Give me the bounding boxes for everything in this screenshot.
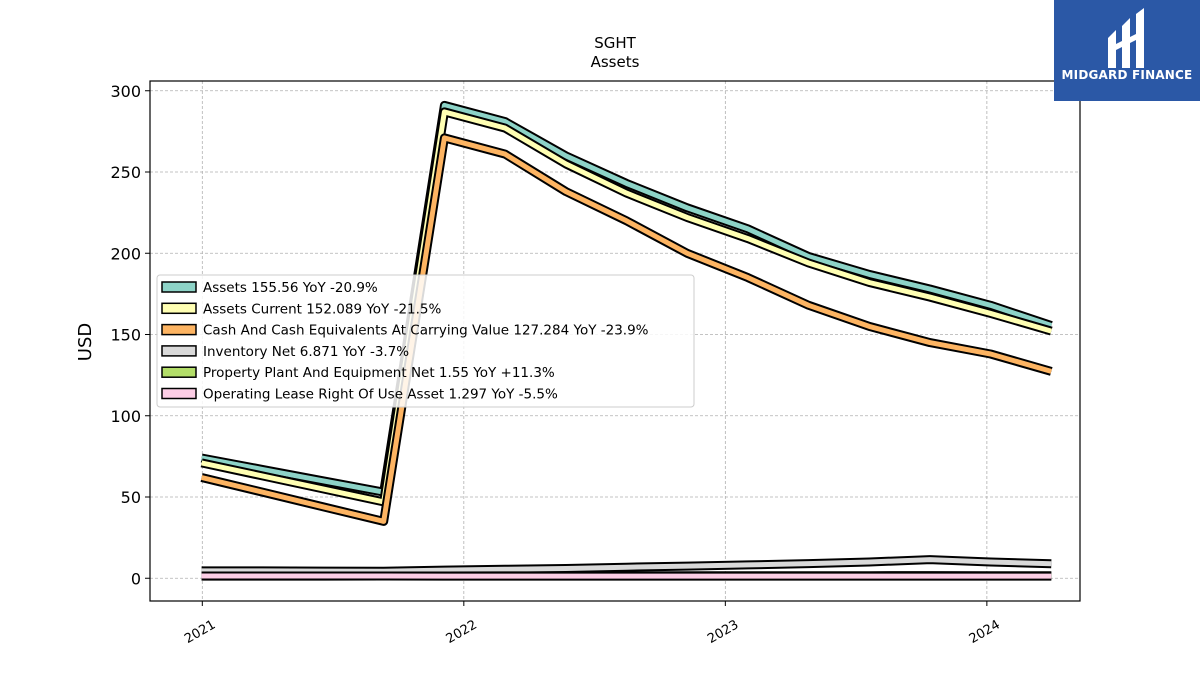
y-tick-label: 100	[110, 407, 141, 426]
series-line	[201, 557, 1052, 574]
legend-label: Assets 155.56 YoY -20.9%	[203, 280, 378, 296]
chart-title: SGHT	[594, 34, 636, 52]
y-tick-label: 50	[121, 488, 141, 507]
plot-frame	[149, 80, 1081, 602]
x-tick-label: 2023	[705, 617, 741, 647]
legend-swatch	[161, 387, 197, 400]
legend-swatch	[161, 323, 197, 336]
y-tick-label: 0	[131, 569, 141, 588]
logo-text: MIDGARD FINANCE	[1061, 68, 1193, 82]
legend-label: Assets Current 152.089 YoY -21.5%	[203, 301, 442, 317]
chart-subtitle: Assets	[591, 53, 640, 71]
legend-label: Operating Lease Right Of Use Asset 1.297…	[203, 387, 558, 403]
x-tick-label: 2021	[182, 617, 218, 647]
series-line	[201, 109, 1052, 505]
brand-logo: MIDGARD FINANCE	[1054, 0, 1200, 101]
legend-label: Inventory Net 6.871 YoY -3.7%	[203, 344, 409, 360]
y-tick-label: 300	[110, 82, 141, 101]
x-tick-label: 2024	[967, 617, 1003, 647]
y-axis-label: USD	[75, 323, 96, 361]
series-line	[201, 135, 1052, 524]
legend-swatch	[161, 281, 197, 293]
legend-swatch	[161, 302, 197, 315]
x-tick-label: 2022	[444, 617, 480, 647]
legend-label: Property Plant And Equipment Net 1.55 Yo…	[203, 365, 555, 381]
y-tick-label: 200	[110, 244, 141, 263]
y-tick-label: 150	[110, 326, 141, 345]
logo-mark-icon	[1108, 8, 1144, 68]
legend-box	[156, 274, 695, 408]
y-tick-label: 250	[110, 163, 141, 182]
legend-swatch	[161, 345, 197, 357]
series-layer	[200, 100, 1053, 581]
legend-swatch	[161, 366, 197, 378]
legend: Assets 155.56 YoY -20.9% Assets Current 1…	[156, 274, 695, 408]
series-line	[201, 102, 1053, 495]
legend-label: Cash And Cash Equivalents At Carrying Va…	[203, 323, 649, 339]
